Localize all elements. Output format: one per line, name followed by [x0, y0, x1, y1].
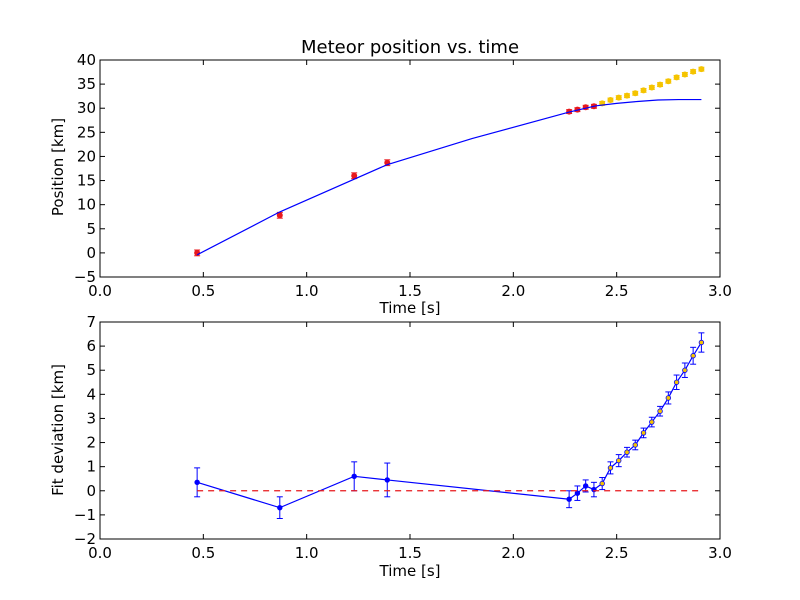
deviation-point: [657, 408, 663, 414]
y-tick-label: 1: [86, 458, 96, 476]
x-tick-label: 1.0: [295, 282, 319, 300]
deviation-point: [698, 339, 705, 346]
deviation-point: [607, 465, 614, 471]
x-tick-label: 2.5: [605, 544, 629, 562]
y-tick-label: 7: [86, 313, 96, 331]
deviation-point: [632, 442, 638, 448]
deviation-point: [616, 457, 622, 464]
y-tick-label: 6: [86, 337, 96, 355]
deviation-point: [599, 480, 605, 487]
data-point: [690, 68, 697, 75]
x-tick-label: 1.0: [295, 544, 319, 562]
deviation-point: [194, 479, 200, 486]
chart-title: Meteor position vs. time: [301, 37, 519, 58]
x-axis-label: Time [s]: [379, 562, 441, 580]
x-axis-label: Time [s]: [379, 299, 441, 317]
y-axis-label: Fit deviation [km]: [49, 364, 67, 496]
y-tick-label: −2: [74, 530, 96, 548]
x-tick-label: 1.5: [398, 544, 422, 562]
y-axis-label: Position [km]: [49, 118, 67, 216]
data-point: [681, 71, 688, 78]
position-plot-area: [194, 66, 705, 257]
x-tick-label: 0.5: [191, 282, 215, 300]
data-point: [276, 212, 283, 219]
data-point: [351, 172, 358, 179]
x-tick-label: 1.5: [398, 282, 422, 300]
data-point: [632, 90, 639, 97]
x-tick-label: 3.0: [708, 282, 732, 300]
deviation-point: [566, 496, 572, 502]
x-tick-label: 2.0: [501, 282, 525, 300]
y-tick-label: 15: [77, 172, 96, 190]
y-tick-label: 4: [86, 385, 96, 403]
x-tick-label: 2.5: [605, 282, 629, 300]
y-tick-label: −1: [74, 506, 96, 524]
y-tick-label: 5: [86, 220, 96, 238]
x-tick-label: 0.0: [88, 282, 112, 300]
data-point: [615, 94, 622, 101]
position-chart: Meteor position vs. time Time [s] Positi…: [49, 37, 732, 317]
deviation-plot-area: [194, 332, 705, 520]
data-point: [673, 74, 680, 81]
y-tick-label: 30: [77, 99, 96, 117]
y-tick-label: 10: [77, 196, 96, 214]
y-tick-label: 0: [86, 244, 96, 262]
data-point: [657, 81, 664, 88]
data-point: [648, 84, 655, 91]
y-tick-label: 2: [86, 434, 96, 452]
deviation-point: [665, 395, 672, 401]
fit-line: [196, 98, 702, 256]
x-tick-label: 0.0: [88, 544, 112, 562]
y-tick-label: 25: [77, 123, 96, 141]
deviation-point: [351, 473, 357, 480]
y-tick-label: 40: [77, 51, 96, 69]
plot-frame: [99, 321, 721, 540]
y-tick-label: 20: [77, 147, 96, 165]
deviation-point: [640, 430, 647, 436]
deviation-point: [624, 449, 630, 455]
x-tick-label: 2.0: [501, 544, 525, 562]
y-tick-label: 5: [86, 361, 96, 379]
y-tick-label: −5: [74, 268, 96, 286]
deviation-point: [649, 419, 655, 425]
y-tick-label: 0: [86, 482, 96, 500]
data-point: [607, 97, 614, 104]
deviation-point: [682, 367, 688, 373]
deviation-point: [384, 477, 390, 483]
data-point: [665, 78, 672, 85]
y-tick-label: 35: [77, 75, 96, 93]
y-tick-label: 3: [86, 409, 96, 427]
deviation-point: [277, 504, 283, 511]
data-point: [624, 92, 630, 99]
deviation-point: [574, 490, 581, 496]
plot-frame: [99, 59, 721, 278]
x-tick-label: 0.5: [191, 544, 215, 562]
deviation-chart: Time [s] Fit deviation [km] 0.0 0.5 1.0 1.5…: [49, 313, 732, 580]
deviation-point: [673, 379, 680, 385]
data-point: [698, 66, 705, 73]
deviation-point: [690, 353, 696, 359]
deviation-line: [196, 342, 702, 509]
deviation-point: [582, 483, 589, 489]
data-point: [640, 87, 647, 94]
x-tick-label: 3.0: [708, 544, 732, 562]
